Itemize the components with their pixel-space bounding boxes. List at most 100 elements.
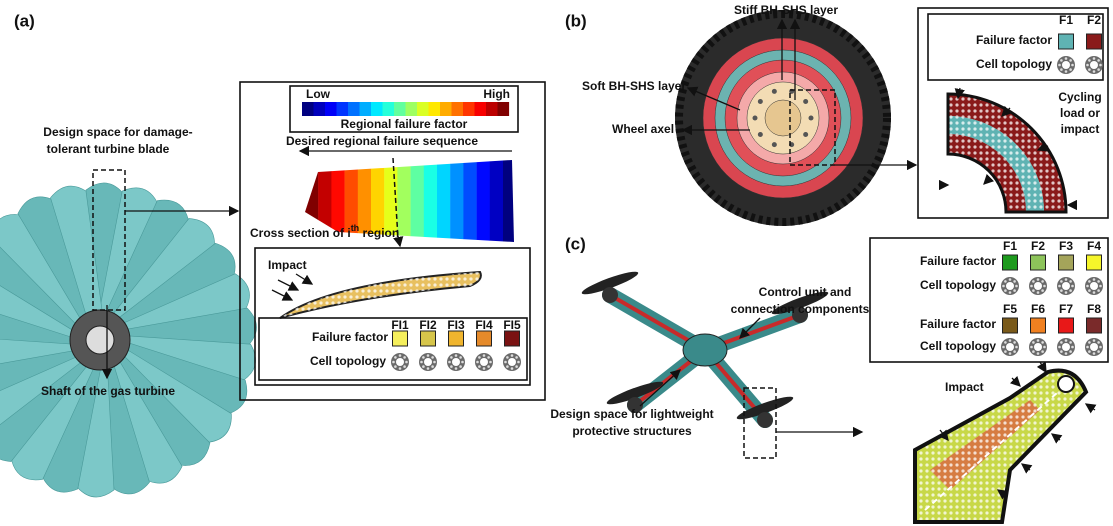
legend-label: Failure factor xyxy=(920,254,996,268)
cell-icon xyxy=(515,365,518,368)
legend-swatch xyxy=(1059,34,1074,49)
cell-icon xyxy=(1071,285,1074,288)
text: th xyxy=(351,223,360,233)
bolt xyxy=(809,116,814,121)
cell-icon xyxy=(487,356,490,359)
annotation: Shaft of the gas turbine xyxy=(41,384,175,398)
cell-icon xyxy=(1006,282,1014,290)
cell-icon xyxy=(394,356,397,359)
cell-icon xyxy=(431,365,434,368)
cell-icon xyxy=(1032,280,1035,283)
arrow xyxy=(272,290,292,300)
panel-label: (a) xyxy=(14,11,35,30)
colorbar-cell xyxy=(394,102,406,116)
annotation: Desired regional failure sequence xyxy=(286,134,478,148)
legend-label: Failure factor xyxy=(920,317,996,331)
cell-icon xyxy=(515,356,518,359)
cell-icon xyxy=(1006,343,1014,351)
cell-icon xyxy=(405,361,408,364)
colorbar-cell xyxy=(406,102,418,116)
figure: (a) Design space for damage- tolerant tu… xyxy=(0,0,1113,526)
cell-icon xyxy=(1037,291,1040,294)
cell-icon xyxy=(1069,341,1072,344)
blade-region xyxy=(411,155,424,247)
bolt xyxy=(803,132,808,137)
legend-swatch xyxy=(1059,255,1074,270)
annotation: impact xyxy=(1061,122,1100,136)
cell-icon xyxy=(1065,352,1068,355)
cell-icon xyxy=(1013,341,1016,344)
blade-region xyxy=(424,155,437,247)
colorbar-cell xyxy=(429,102,441,116)
cell-icon xyxy=(1097,341,1100,344)
colorbar-high: High xyxy=(483,87,510,101)
cell-icon xyxy=(431,356,434,359)
arrow xyxy=(278,280,298,290)
colorbar-cell xyxy=(463,102,475,116)
legend-item-label: F6 xyxy=(1031,302,1045,316)
annotation: Cross section of ith region xyxy=(250,223,399,240)
cell-icon xyxy=(1065,70,1068,73)
cell-icon xyxy=(1037,278,1040,281)
cell-icon xyxy=(1034,282,1042,290)
drone-body xyxy=(683,334,727,366)
legend-swatch xyxy=(1087,318,1102,333)
annotation: Cycling xyxy=(1058,90,1101,104)
arrow xyxy=(1086,404,1095,410)
legend-swatch xyxy=(1059,318,1074,333)
cell-icon xyxy=(459,365,462,368)
blade-region xyxy=(397,155,410,247)
cell-icon xyxy=(1043,346,1046,349)
cell-icon xyxy=(1071,64,1074,67)
blade-region xyxy=(503,155,516,247)
arrow xyxy=(1040,362,1046,372)
arrow xyxy=(1052,434,1060,440)
cell-icon xyxy=(1058,346,1061,349)
legend-swatch xyxy=(505,331,520,346)
cell-icon xyxy=(1058,64,1061,67)
legend-swatch xyxy=(477,331,492,346)
cell-icon xyxy=(1071,346,1074,349)
cell-icon xyxy=(1097,68,1100,71)
cell-icon xyxy=(1065,291,1068,294)
cell-icon xyxy=(452,358,460,366)
annotation: tolerant turbine blade xyxy=(47,142,170,156)
legend-item-label: FI4 xyxy=(475,318,493,332)
bolt xyxy=(753,116,758,121)
cell-icon xyxy=(1097,289,1100,292)
cell-icon xyxy=(1013,350,1016,353)
cell-icon xyxy=(1043,285,1046,288)
cell-icon xyxy=(403,356,406,359)
cell-icon xyxy=(1032,289,1035,292)
cell-icon xyxy=(1009,278,1012,281)
cell-icon xyxy=(455,354,458,357)
annotation: Design space for lightweight xyxy=(550,407,713,421)
cell-icon xyxy=(1058,285,1061,288)
legend-label: Cell topology xyxy=(920,278,996,292)
text: Cross section of i xyxy=(250,226,351,240)
annotation: protective structures xyxy=(572,424,692,438)
panel-label: (b) xyxy=(565,11,587,30)
cell-icon xyxy=(422,356,425,359)
turbine-hub xyxy=(86,326,114,354)
legend-item-label: FI1 xyxy=(391,318,409,332)
cell-icon xyxy=(1099,64,1102,67)
legend-item-label: F2 xyxy=(1087,13,1101,27)
blade-region xyxy=(450,155,463,247)
legend-item-label: F1 xyxy=(1003,239,1017,253)
legend-item-label: F1 xyxy=(1059,13,1073,27)
cell-icon xyxy=(506,365,509,368)
cell-icon xyxy=(1093,352,1096,355)
colorbar-title: Regional failure factor xyxy=(341,117,468,131)
colorbar-cell xyxy=(498,102,510,116)
cell-icon xyxy=(1009,352,1012,355)
arrow xyxy=(1022,464,1030,470)
cell-icon xyxy=(1097,280,1100,283)
colorbar-cell xyxy=(325,102,337,116)
legend-label: Cell topology xyxy=(920,339,996,353)
cell-icon xyxy=(1088,59,1091,62)
cell-icon xyxy=(1004,280,1007,283)
cell-icon xyxy=(1097,350,1100,353)
cell-icon xyxy=(483,354,486,357)
cell-icon xyxy=(1060,68,1063,71)
